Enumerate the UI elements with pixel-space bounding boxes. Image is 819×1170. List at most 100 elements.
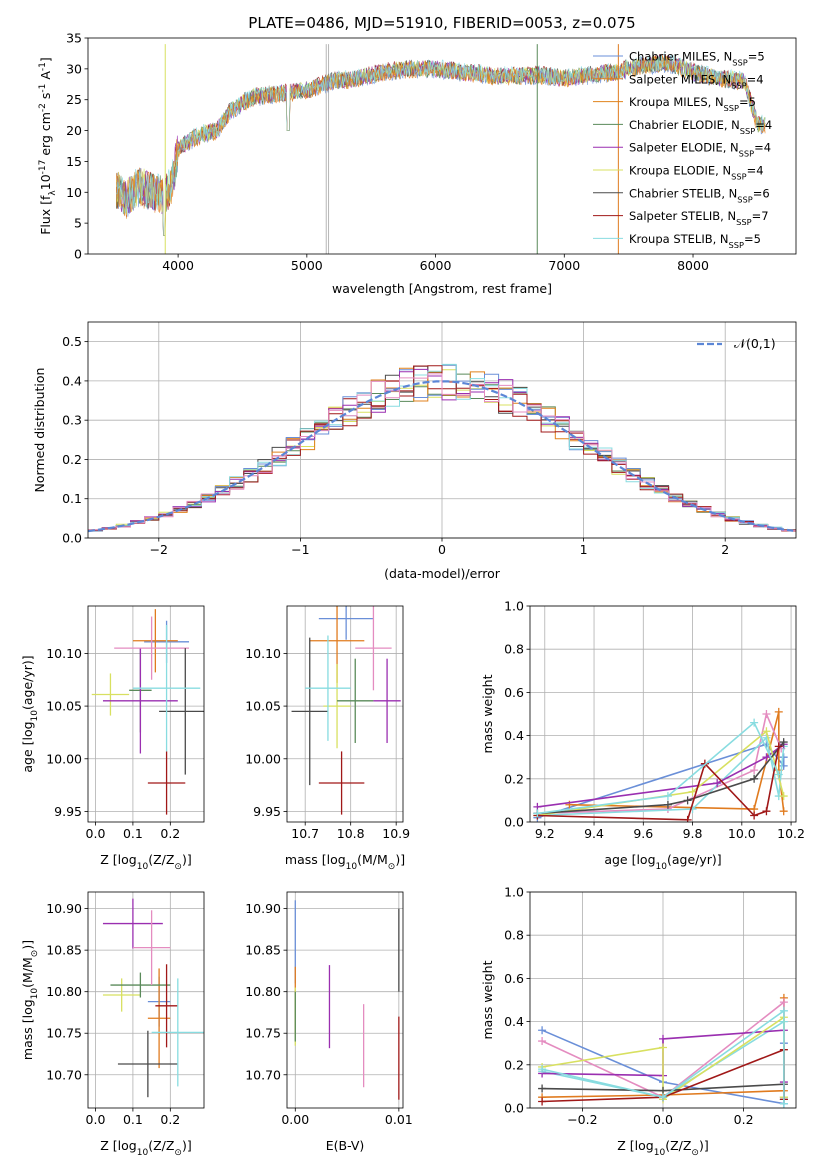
y-tick-label: 9.95: [54, 804, 82, 819]
errorbar-point: [291, 637, 328, 786]
y-tick-label: 10.80: [245, 984, 281, 999]
weight-series: [533, 710, 786, 818]
errorbar-point: [155, 964, 178, 1048]
axes-frame: [529, 891, 797, 1109]
errorbar-point: [337, 658, 374, 743]
y-tick-label: 0: [74, 247, 82, 262]
weight-marker: [688, 787, 697, 796]
weight-line: [537, 746, 780, 821]
errorbar-point: [132, 910, 171, 986]
x-tick-label: 6000: [420, 258, 452, 273]
y-tick-label: 10: [66, 185, 82, 200]
weight-marker: [683, 796, 692, 805]
errorbar-point: [102, 648, 178, 754]
weight-marker: [659, 1093, 667, 1102]
weight-marker: [713, 779, 722, 788]
y-tick-label: 10.90: [46, 901, 82, 916]
x-axis-label: E(B-V): [326, 1138, 365, 1153]
weight-marker: [659, 1043, 667, 1052]
x-tick-label: 0.00: [281, 1112, 309, 1127]
errorbar-point: [132, 624, 201, 752]
errorbar-point: [318, 751, 365, 815]
x-tick-label: 0.0: [86, 1112, 106, 1127]
legend-label: Chabrier STELIB, NSSP​=6: [629, 186, 770, 204]
x-axis-label: wavelength [Angstrom, rest frame]: [332, 281, 552, 296]
y-tick-label: 10.85: [46, 943, 82, 958]
x-tick-label: −2: [150, 542, 168, 557]
x-tick-label: 0.0: [86, 826, 106, 841]
x-tick-label: −0.2: [567, 1112, 597, 1127]
plot-area-age_vs_mass: [291, 606, 401, 815]
legend-label: Salpeter STELIB, NSSP​=7: [629, 209, 769, 227]
errorbar-point: [159, 648, 204, 775]
axes-spectrum: 4000 5000 6000 7000 8000 0 5 10 15 20 25 30 35 wavele…: [38, 14, 797, 296]
weight-marker: [538, 1037, 547, 1046]
errorbar-point: [110, 972, 171, 998]
weight-marker: [750, 718, 759, 727]
axes-mass_vs_Z: 0.0 0.1 0.2 10.70 10.75 10.80 10.85 10.90 Z [log…: [20, 891, 205, 1158]
x-tick-label: 0.01: [385, 1112, 413, 1127]
x-axis-label: Z [log10​(Z/Z⊙​)]: [617, 1138, 708, 1158]
errorbar-point: [373, 658, 401, 743]
y-tick-label: 0.1: [62, 491, 82, 506]
axes-frame: [529, 605, 797, 823]
errorbar-point: [102, 978, 141, 1012]
weight-series: [533, 740, 788, 811]
weight-marker: [659, 1034, 667, 1043]
legend-label: Salpeter MILES, NSSP​=4: [629, 72, 764, 90]
y-axis-label: mass weight: [480, 674, 495, 753]
y-tick-label: 0.5: [62, 334, 82, 349]
weight-marker: [663, 800, 672, 809]
x-tick-label: 10.0: [728, 826, 756, 841]
x-axis-label: Z [log10​(Z/Z⊙​)]: [100, 1138, 191, 1158]
x-tick-label: 0.2: [160, 1112, 180, 1127]
weight-marker: [774, 707, 783, 716]
x-tick-label: 9.4: [584, 826, 604, 841]
plot-area-spectrum: [116, 44, 766, 254]
weight-line: [537, 743, 785, 808]
axes-residuals: −2 −1 0 1 2 0.0 0.1 0.2 0.3 0.4 0.5 (data-model)/er…: [32, 321, 797, 581]
plot-area-weight_vs_age: [533, 707, 788, 822]
weight-marker: [538, 1084, 547, 1093]
y-tick-label: 10.75: [245, 1026, 281, 1041]
axes-age_vs_Z: 0.0 0.1 0.2 9.95 10.00 10.05 10.10 Z [log10​(Z/…: [20, 605, 205, 872]
weight-marker: [538, 1065, 547, 1074]
y-tick-label: 0.4: [504, 1014, 524, 1029]
y-tick-label: 10.70: [46, 1067, 82, 1082]
y-tick-label: 0.2: [62, 452, 82, 467]
y-tick-label: 0.6: [504, 685, 524, 700]
y-tick-label: 25: [66, 92, 82, 107]
weight-marker: [762, 727, 771, 736]
errorbar-point: [151, 978, 204, 1087]
y-tick-label: 10.75: [46, 1026, 82, 1041]
weight-marker: [762, 753, 771, 762]
y-tick-label: 0.4: [504, 728, 524, 743]
weight-marker: [779, 1006, 788, 1015]
x-tick-label: 10.9: [382, 826, 410, 841]
y-tick-label: 10.85: [245, 943, 281, 958]
y-tick-label: 10.00: [46, 751, 82, 766]
weight-marker: [779, 998, 788, 1007]
x-tick-label: 10.8: [337, 826, 365, 841]
weight-marker: [779, 738, 788, 747]
y-tick-label: 30: [66, 61, 82, 76]
errorbar-point: [91, 673, 130, 716]
x-tick-label: 1: [580, 542, 588, 557]
errorbar-point: [132, 609, 178, 673]
axes-weight_vs_age: 9.2 9.4 9.6 9.8 10.0 10.2 0.0 0.2 0.4 0.6 0.8 1.0 ag…: [480, 599, 805, 873]
x-tick-label: 9.2: [535, 826, 555, 841]
x-tick-label: 10.7: [291, 826, 319, 841]
y-tick-label: 10.05: [46, 699, 82, 714]
x-tick-label: 2: [721, 542, 729, 557]
legend-label: Kroupa STELIB, NSSP​=5: [629, 232, 761, 250]
y-tick-label: 10.70: [245, 1067, 281, 1082]
plot-area-residuals: [88, 363, 796, 533]
y-tick-label: 0.8: [504, 928, 524, 943]
legend: Chabrier MILES, NSSP​=5 Salpeter MILES, N…: [593, 50, 772, 250]
x-tick-label: 7000: [548, 258, 580, 273]
gaussian-reference-curve: [88, 380, 794, 533]
y-tick-label: 9.95: [253, 804, 281, 819]
axes-age_vs_mass: 10.7 10.8 10.9 9.95 10.00 10.05 10.10 mass [log…: [245, 605, 410, 872]
legend-label: Chabrier ELODIE, NSSP​=4: [629, 118, 772, 136]
